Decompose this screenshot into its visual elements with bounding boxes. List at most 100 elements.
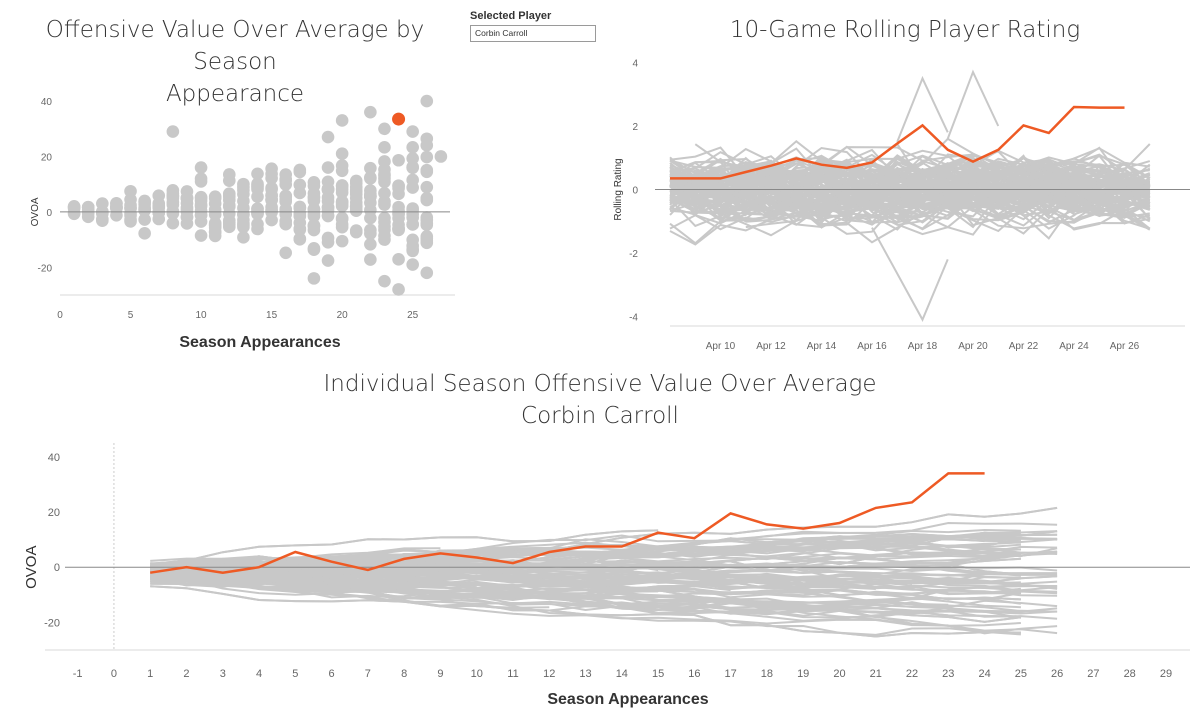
season-x-tick-label: 0 [111,668,117,680]
season-y-tick-label: 0 [54,562,60,574]
scatter-point [293,233,307,246]
scatter-point [364,172,377,185]
rolling-player-line [896,75,949,143]
scatter-y-tick-label: 40 [41,97,53,108]
scatter-y-tick-label: 20 [41,152,53,163]
rolling-y-tick-label: -4 [629,312,638,323]
scatter-point [335,159,349,172]
scatter-point [349,225,363,239]
scatter-point [251,180,264,194]
scatter-point [420,163,434,177]
scatter-point [434,150,448,163]
season-x-tick-label: 24 [978,668,990,680]
scatter-point [138,227,151,240]
rolling-x-tick-label: Apr 16 [857,341,887,352]
scatter-point [392,211,405,225]
scatter-point [180,201,194,214]
season-x-tick-label: 5 [292,668,298,680]
season-player-line [150,570,804,606]
season-x-tick-label: 1 [147,668,153,680]
scatter-x-tick-label: 20 [337,310,349,321]
player-selector[interactable]: Selected Player Corbin Carroll [470,10,600,42]
scatter-point [420,218,434,232]
scatter-point [420,132,434,146]
rolling-y-tick-label: 0 [632,186,638,197]
scatter-point [406,243,419,256]
season-x-tick-label: 26 [1051,668,1063,680]
rolling-y-axis-label: Rolling Rating [613,158,624,220]
scatter-x-axis-label: Season Appearances [179,334,340,351]
season-title-line-1: Individual Season Offensive Value Over A… [323,371,877,397]
season-x-tick-label: 6 [329,668,335,680]
scatter-point [406,258,419,271]
scatter-point [124,198,137,212]
scatter-point [378,141,391,154]
scatter-point [307,202,321,216]
season-x-tick-label: 2 [183,668,189,680]
rolling-player-line [669,146,1151,201]
season-x-tick-label: 10 [471,668,483,680]
rolling-player-line [669,175,1151,230]
scatter-point [378,223,391,237]
scatter-point [222,190,236,204]
scatter-point [406,140,419,154]
season-x-tick-label: 8 [401,668,407,680]
season-x-tick-label: 11 [507,668,518,680]
scatter-point [349,199,363,213]
scatter-point [392,153,405,167]
rolling-x-tick-label: Apr 24 [1059,341,1089,352]
season-subtitle: Corbin Carroll [521,403,679,429]
rolling-x-tick-label: Apr 10 [706,341,736,352]
scatter-point [392,253,405,266]
scatter-point [364,190,377,203]
season-x-tick-label: 17 [725,668,737,680]
scatter-point [420,150,434,164]
scatter-point [420,266,434,280]
scatter-point [406,173,419,187]
scatter-point [307,223,321,237]
scatter-point [194,215,208,228]
scatter-point [293,163,307,177]
scatter-point [166,207,180,220]
scatter-point [222,220,236,234]
season-x-tick-label: 27 [1087,668,1099,680]
rolling-player-line [669,151,1100,224]
season-player-line [150,529,659,565]
season-player-line [150,545,1021,574]
scatter-title-line-2: Appearance [165,81,305,107]
scatter-point [166,191,180,205]
scatter-point [364,161,377,175]
season-x-tick-label: 4 [256,668,262,680]
scatter-point [420,180,434,194]
scatter-point [237,177,250,191]
rolling-chart: -4 -2 0 2 4 Apr 10 Apr 12 Apr 14 Apr 16 Apr 18 Apr… [613,59,1190,352]
scatter-point [378,175,391,189]
season-y-axis-label: OVOA [23,546,40,589]
rolling-player-line [669,169,1151,236]
season-x-tick-label: -1 [73,668,83,680]
player-selector-label: Selected Player [470,10,552,22]
scatter-point [251,217,264,231]
scatter-point [364,105,377,119]
scatter-point [237,213,250,227]
scatter-point [152,197,166,210]
scatter-point [406,125,419,138]
rolling-player-line [669,157,1100,229]
season-x-tick-label: 15 [652,668,664,680]
scatter-point [307,243,321,257]
scatter-point [392,283,405,296]
scatter-point [420,94,434,108]
season-x-axis-label: Season Appearances [547,691,708,708]
scatter-x-tick-label: 25 [407,310,419,321]
scatter-point [180,192,194,206]
scatter-point [335,234,349,248]
player-selector-input[interactable]: Corbin Carroll [470,25,596,42]
season-x-tick-label: 29 [1160,668,1172,680]
season-player-line [150,576,1021,595]
season-x-tick-label: 9 [437,668,443,680]
scatter-point [279,189,293,203]
scatter-point [307,187,321,200]
rolling-x-tick-label: Apr 12 [756,341,786,352]
scatter-point [208,218,222,231]
